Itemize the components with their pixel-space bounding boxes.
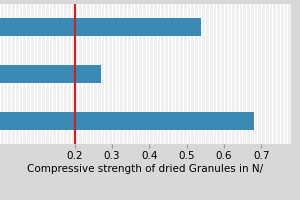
Bar: [0, 112, 254, 130]
X-axis label: Compressive strength of dried Granules in N/: Compressive strength of dried Granules i…: [27, 164, 264, 174]
Bar: [0, 65, 101, 83]
Bar: [0, 18, 202, 36]
